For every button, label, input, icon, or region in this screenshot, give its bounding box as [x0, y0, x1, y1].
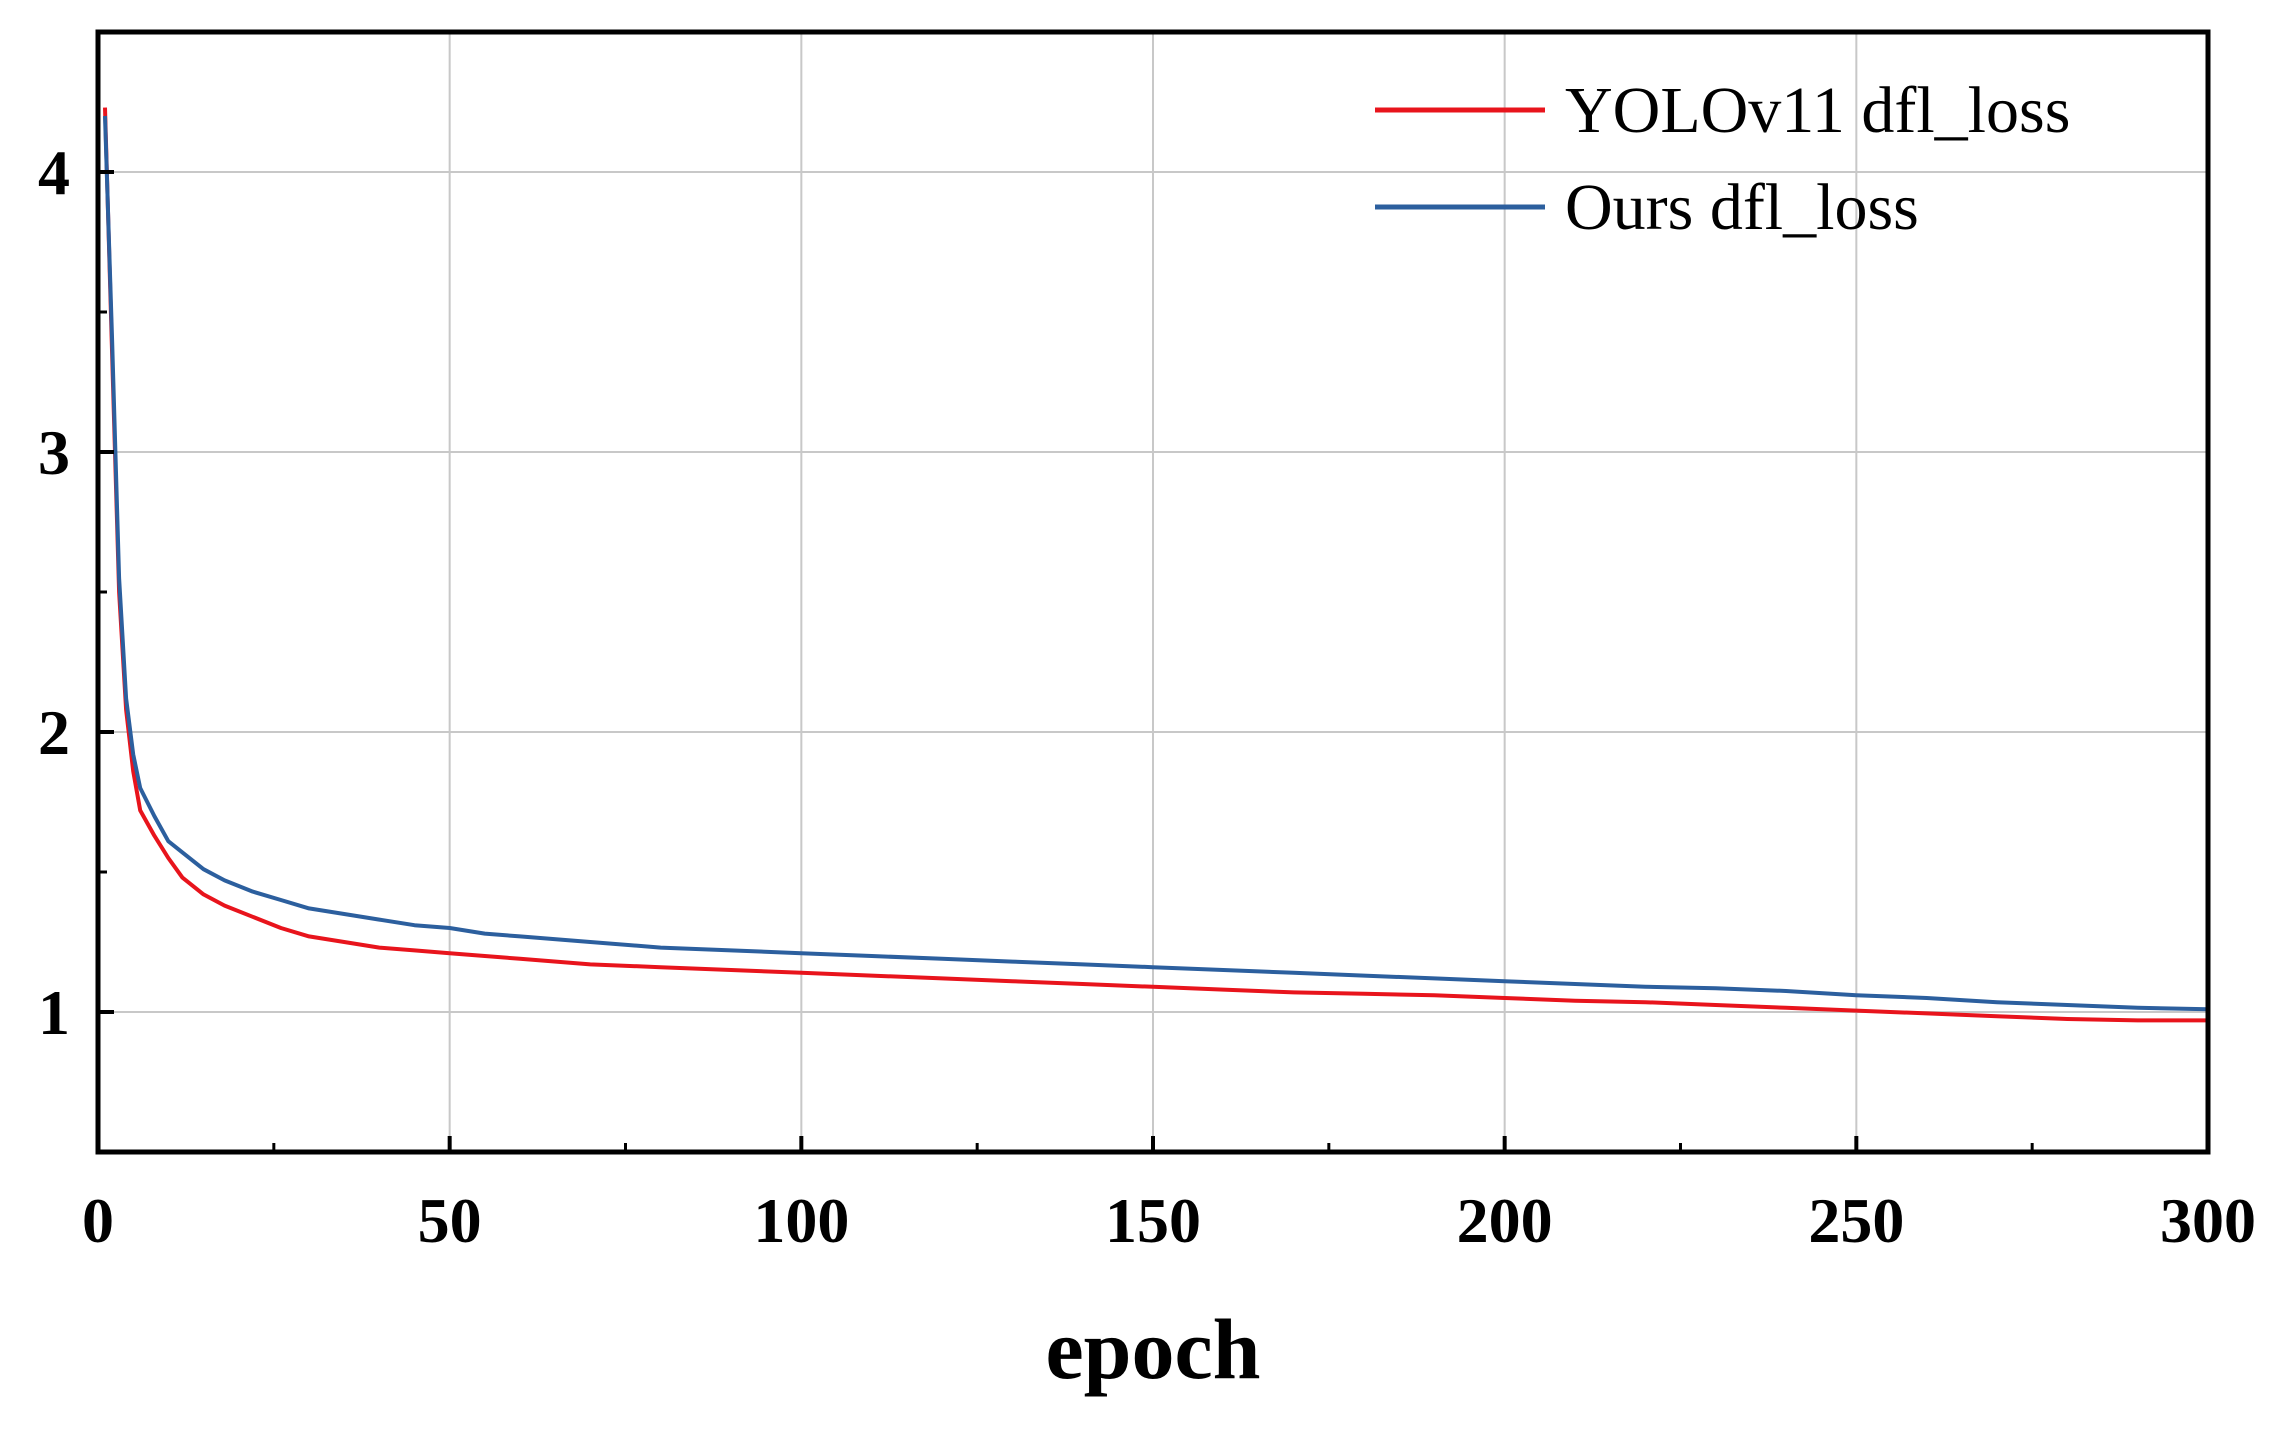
x-tick-label: 50: [418, 1185, 482, 1256]
x-axis-title: epoch: [1046, 1301, 1261, 1397]
legend-label-yolov11: YOLOv11 dfl_loss: [1565, 74, 2070, 147]
y-tick-label: 2: [38, 697, 70, 768]
grid-lines: [98, 32, 2208, 1152]
x-tick-label: 300: [2160, 1185, 2256, 1256]
series-line-ours: [103, 115, 2209, 1012]
x-tick-label: 250: [1808, 1185, 1904, 1256]
x-tick-label: 200: [1457, 1185, 1553, 1256]
axis-ticks: [96, 170, 2210, 1152]
x-tick-label: 0: [82, 1185, 114, 1256]
y-tick-label: 3: [38, 417, 70, 488]
x-tick-label: 100: [753, 1185, 849, 1256]
series-line-yolov11: [103, 107, 2208, 1023]
y-tick-label: 1: [38, 977, 70, 1048]
series-lines: [103, 107, 2209, 1023]
tick-labels: 0 50 100 150 200 250 300 1 2 3 4: [38, 137, 2256, 1256]
legend-label-ours: Ours dfl_loss: [1565, 171, 1919, 244]
y-tick-label: 4: [38, 137, 70, 208]
x-tick-label: 150: [1105, 1185, 1201, 1256]
legend: YOLOv11 dfl_loss Ours dfl_loss: [1375, 74, 2070, 244]
